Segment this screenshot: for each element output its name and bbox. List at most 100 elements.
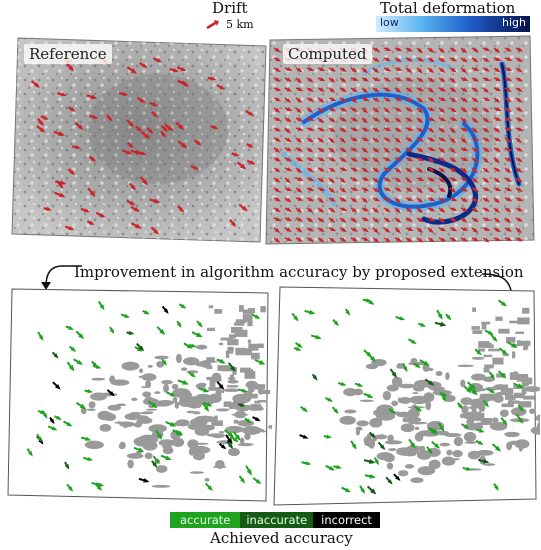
drift-arrow-head	[407, 87, 413, 93]
drift-arrow-head	[156, 58, 162, 63]
ice-patch	[206, 396, 219, 401]
drift-arrow-head	[95, 482, 102, 487]
drift-arrow-head	[136, 347, 143, 352]
drift-arrow-head	[451, 97, 457, 103]
drift-arrow-head	[450, 78, 456, 84]
drift-arrow-head	[374, 197, 381, 202]
drift-arrow-head	[351, 197, 358, 203]
drift-scale-label: 5 km	[226, 18, 254, 31]
ice-patch	[209, 379, 216, 387]
drift-arrow-head	[56, 415, 62, 421]
ice-patch	[443, 394, 456, 403]
drift-arrow-head	[362, 147, 369, 153]
drift-arrow-head	[484, 77, 491, 81]
drift-arrow-head	[351, 217, 358, 223]
drift-arrow-head	[285, 128, 291, 134]
drift-arrow-head	[423, 360, 430, 366]
drift-arrow-head	[296, 227, 303, 233]
drift-arrow-head	[484, 226, 491, 231]
ice-patch	[518, 401, 532, 408]
drift-arrow-head	[462, 127, 469, 132]
accuracy-item-incorrect: incorrect	[313, 512, 380, 528]
drift-arrow-head	[286, 207, 292, 212]
drift-arrow-head	[451, 157, 457, 163]
ice-patch	[472, 330, 483, 335]
ice-patch	[138, 375, 156, 379]
drift-arrow-head	[154, 458, 160, 465]
drift-arrow-head	[384, 108, 391, 114]
drift-arrow-head	[417, 147, 424, 153]
drift-arrow-head	[258, 359, 266, 365]
ice-patch	[220, 337, 234, 341]
drift-arrow-head	[126, 150, 133, 155]
drift-arrow-head	[428, 228, 434, 234]
sea-ice-mask	[339, 307, 540, 484]
drift-arrow-head	[308, 157, 315, 162]
drift-arrow-head	[285, 178, 291, 184]
drift-arrow-head	[483, 177, 490, 183]
ice-patch	[488, 393, 501, 401]
drift-arrow-head	[307, 217, 314, 223]
ice-patch	[214, 415, 218, 421]
ice-patch	[171, 383, 179, 390]
ice-patch	[364, 437, 370, 446]
ice-patch	[245, 394, 252, 398]
drift-arrow-head	[462, 157, 469, 161]
ice-patch	[258, 399, 268, 403]
drift-arrow-head	[165, 455, 172, 460]
drift-arrow-head	[473, 136, 480, 141]
ice-patch	[383, 453, 395, 463]
drift-arrow-head	[484, 96, 491, 101]
accuracy-legend-title: Achieved accuracy	[210, 529, 353, 547]
drift-arrow-head	[473, 47, 479, 53]
drift-arrow-head	[373, 228, 379, 234]
ice-patch	[356, 420, 369, 427]
ice-patch	[254, 384, 266, 390]
drift-arrow-head	[130, 68, 138, 74]
drift-arrow-head	[407, 237, 413, 243]
ice-patch	[404, 464, 415, 469]
drift-arrow-head	[296, 187, 303, 193]
drift-arrow-head	[428, 380, 435, 386]
drift-arrow-head	[239, 402, 246, 407]
drift-arrow-head	[440, 87, 447, 92]
drift-arrow-head	[462, 57, 468, 63]
ice-patch	[109, 375, 116, 384]
drift-arrow-head	[406, 147, 413, 153]
drift-arrow-head	[274, 167, 281, 173]
drift-arrow-head	[494, 48, 501, 54]
drift-arrow-head	[484, 67, 491, 72]
drift-arrow-head	[85, 436, 92, 441]
drift-arrow-head	[434, 443, 441, 449]
drift-arrow-head	[418, 177, 425, 182]
drift-arrow-head	[517, 107, 524, 112]
ice-patch	[435, 371, 443, 377]
drift-arrow-head	[156, 433, 163, 440]
drift-arrow-icon	[206, 19, 219, 29]
drift-arrow-head	[506, 187, 513, 192]
drift-arrow-head	[308, 137, 314, 143]
ice-patch	[216, 408, 230, 412]
ice-patch	[414, 397, 420, 400]
drift-arrow-head	[417, 228, 424, 234]
drift-arrow-head	[396, 187, 403, 192]
drift-arrow-head	[275, 57, 282, 62]
drift-arrow-head	[517, 207, 524, 212]
drift-arrow-head	[142, 179, 148, 186]
ice-patch	[396, 411, 412, 418]
drift-arrow-head	[516, 97, 523, 103]
drift-arrow-head	[152, 462, 158, 468]
drift-arrow-head	[329, 148, 336, 154]
drift-arrow-head	[352, 107, 359, 112]
drift-arrow-head	[143, 478, 150, 483]
ice-patch	[107, 404, 122, 411]
drift-arrow-head	[407, 97, 413, 103]
drift-arrow-head	[352, 76, 359, 81]
drift-arrow-head	[38, 335, 44, 341]
drift-arrow-head	[396, 157, 403, 161]
ice-patch	[431, 420, 440, 430]
drift-arrow-head	[517, 177, 523, 183]
drift-arrow-head	[440, 137, 447, 142]
drift-arrow-head	[406, 68, 413, 74]
drift-arrow-head	[440, 197, 446, 202]
